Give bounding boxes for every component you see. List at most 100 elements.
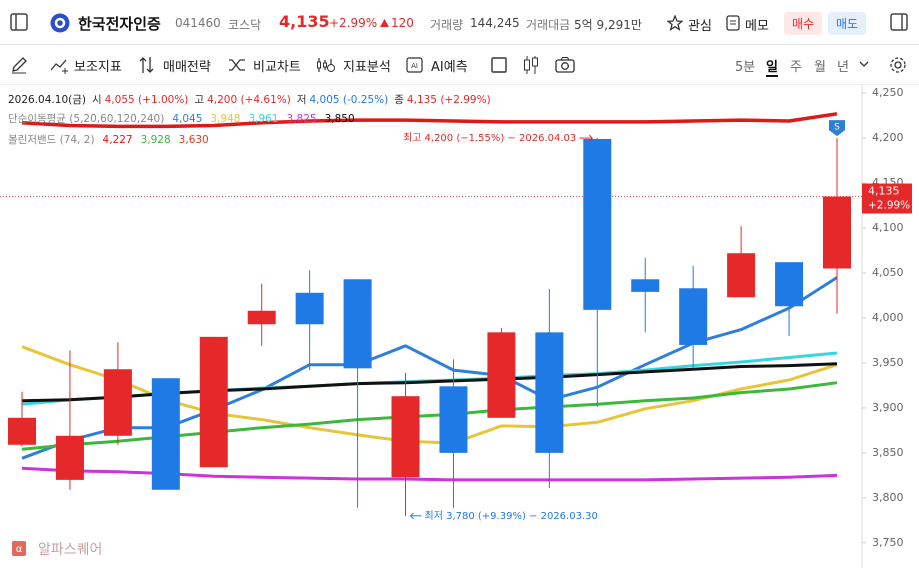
info-text: 종 [394,94,404,106]
price: 4,135 [279,12,330,31]
period[interactable]: 5분 [735,60,756,75]
settings[interactable] [889,56,907,74]
y-tick-label: 4,100 [872,221,904,234]
toolbar-item[interactable]: 지표분석 [343,60,391,75]
up-arrow [380,19,389,27]
header: 한국전자인증 041460 코스닥 4,135 +2.99% 120 거래량 1… [0,0,919,45]
y-tick-label: 3,900 [872,401,904,414]
toolbar-item[interactable]: 비교차트 [253,60,301,75]
select-tool[interactable] [490,56,508,74]
candle-body [295,292,324,325]
market: 코스닥 [228,18,262,32]
toolbar-item[interactable]: AI예측 [431,60,468,75]
toolbar-item[interactable]: 매매전략 [163,60,211,75]
candle-body [439,386,468,453]
memo-icon [726,15,740,31]
info-text: 볼린저밴드 (74, 2) [8,134,95,146]
volume: 144,245 [470,16,520,30]
info-text: 3,928 [141,134,171,146]
info-text: 저 [297,94,307,106]
change-pct: +2.99% [329,16,378,30]
candle-body [631,279,660,292]
info-text: 4,055 (+1.00%) [105,94,189,106]
info-text: 3,850 [325,113,355,125]
candle-body [583,138,612,310]
candle-body [55,435,84,480]
candle-body [535,332,564,453]
amount: 5억 9,291만 [574,18,642,32]
info-text: 4,005 (-0.25%) [310,94,389,106]
y-tick-label: 4,200 [872,131,904,144]
chart-type[interactable] [522,55,540,75]
y-tick-label: 4,250 [872,86,904,99]
info-text: 고 [194,94,204,106]
y-tick-label: 3,950 [872,356,904,369]
info-text: 3,630 [179,134,209,146]
watermark-logo [12,541,26,556]
toolbar: 보조지표 매매전략 비교차트 지표분석 AI AI예측 5분 일 주 월 년 [0,45,919,85]
change: 120 [391,16,414,30]
candle-body [775,262,804,307]
period[interactable]: 월 [814,60,826,75]
analysis-icon [317,58,335,72]
info-text: 4,227 [103,134,133,146]
info-text: 3,961 [248,113,278,125]
info-text: 시 [92,94,102,106]
current-price-change: +2.99% [868,200,910,212]
signal-badge-mark: S [834,123,840,133]
y-tick-label: 3,850 [872,446,904,459]
period[interactable]: 일 [766,56,778,77]
watch-button[interactable]: 관심 [688,19,712,34]
info-text: 2026.04.10(금) [8,94,86,106]
period[interactable]: 년 [837,60,849,75]
candle-body [727,253,756,298]
ai-icon: AI [406,57,423,73]
info-text: 3,825 [287,113,317,125]
annotation-arrowhead [588,134,594,142]
current-price-box [862,183,912,214]
panel-toggle[interactable] [890,13,908,31]
y-tick-label: 4,000 [872,311,904,324]
y-tick-label: 4,050 [872,266,904,279]
info-text: 3,948 [210,113,240,125]
watermark: 알파스퀘어 [38,542,102,558]
sell-button[interactable]: 매도 [828,12,867,35]
y-tick-label: 3,800 [872,491,904,504]
candle-body [103,369,132,436]
y-tick-label: 3,750 [872,536,904,549]
info-text: 단순이동평균 (5,20,60,120,240) [8,113,164,125]
info-text: 4,135 (+2.99%) [407,94,491,106]
chart: α 알파스퀘어 4,2504,2004,1504,1004,0504,0003,… [0,85,912,568]
info-text: 4,200 (+4.61%) [207,94,291,106]
candle-body [823,196,851,269]
candle-body [199,336,228,468]
amount-label: 거래대금 [526,18,571,32]
period-dropdown[interactable] [859,61,869,69]
memo-button[interactable]: 메모 [745,19,769,34]
sidebar-toggle[interactable] [10,13,28,31]
screenshot[interactable] [555,56,575,74]
indicator-line [21,466,838,482]
current-price-label: 4,135 [868,185,900,198]
signal-badge [829,120,845,137]
draw-tool[interactable] [10,56,28,74]
annotation-arrowhead [409,512,414,520]
candle-body [391,396,420,478]
period[interactable]: 주 [790,60,802,75]
stock-code: 041460 [175,16,221,30]
watermark-logo-mark: α [16,544,23,555]
stock-name: 한국전자인증 [78,15,161,33]
indicator-line [21,381,838,451]
candle-body [8,417,36,445]
annotation: 최저 3,780 (+9.39%) − 2026.03.30 [425,510,598,522]
volume-label: 거래량 [430,18,464,32]
star-icon [667,15,683,31]
compare-icon [229,59,245,71]
candle-body [151,378,180,490]
candle-body [247,310,276,325]
logo [50,13,70,33]
toolbar-item[interactable]: 보조지표 [74,60,122,75]
buy-button[interactable]: 매수 [784,12,823,35]
annotation: 최고 4,200 (−1.55%) − 2026.04.03 [403,132,576,144]
candle-body [679,288,708,345]
